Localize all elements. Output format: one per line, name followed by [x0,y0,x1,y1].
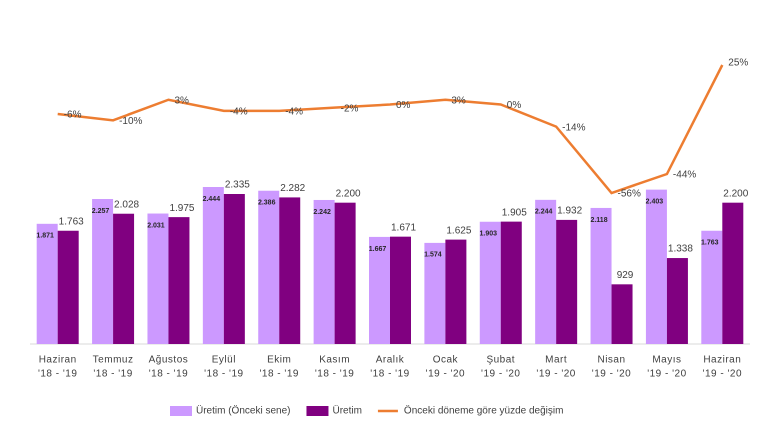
bar [390,236,411,344]
line-value-label: 25% [728,58,748,69]
bar [36,223,58,344]
bar [223,194,245,344]
bar-value-label: 2.200 [723,188,748,199]
bar [57,230,79,344]
bar [666,258,688,344]
bar-value-label: 1.975 [169,203,194,214]
x-tick-label: '18 - '19 [370,369,409,380]
bar-value-label: 1.667 [369,246,387,253]
x-tick-label: Nisan [597,355,625,366]
bar-value-label: 1.671 [391,222,416,233]
bar [147,213,169,344]
legend-label: Önceki döneme göre yüzde değişim [404,405,564,417]
bar-value-label: 1.763 [59,216,84,227]
x-tick-label: '19 - '20 [536,369,575,380]
bar-value-label: 1.905 [502,207,527,218]
x-tick-label: Kasım [319,355,350,366]
bar-value-label: 1.574 [424,252,442,259]
line-value-label: -2% [341,103,359,114]
bar-value-label: 1.625 [446,225,471,236]
bar-value-label: 2.335 [225,180,250,191]
x-tick-label: '18 - '19 [149,369,188,380]
x-tick-label: Aralık [376,355,405,366]
bar [611,284,633,344]
x-tick-label: '19 - '20 [592,369,631,380]
legend-swatch [306,406,329,416]
bar-value-label: 2.244 [535,209,553,216]
line-value-label: -56% [618,189,641,200]
bar-value-label: 2.118 [590,217,607,224]
bar-value-label: 2.257 [92,208,110,215]
bar [590,207,612,344]
line-value-label: -4% [285,106,303,117]
x-tick-label: '18 - '19 [315,369,354,380]
x-tick-label: Temmuz [93,355,134,366]
x-tick-label: '18 - '19 [93,369,132,380]
x-tick-label: '18 - '19 [260,369,299,380]
x-tick-label: '19 - '20 [481,369,520,380]
bar [279,197,301,344]
bar-value-label: 2.386 [258,200,276,207]
x-tick-label: '19 - '20 [426,369,465,380]
bar-value-label: 929 [617,270,634,281]
bar-value-label: 1.338 [668,244,693,255]
line-value-label: 0% [396,100,411,111]
line-value-label: -6% [64,110,82,121]
bar-value-label: 1.932 [557,206,582,217]
bar-value-label: 2.444 [203,196,221,203]
x-tick-label: Ağustos [149,355,189,366]
x-tick-label: '18 - '19 [204,369,243,380]
bar [556,219,578,344]
x-tick-label: Mart [545,355,567,366]
line-value-label: -14% [562,122,585,133]
bar-value-label: 2.282 [280,183,305,194]
x-tick-label: Haziran [703,355,741,366]
legend-label: Üretim [332,405,361,417]
x-tick-label: Ocak [433,355,459,366]
bar [500,221,522,344]
bar [645,189,667,344]
bar-value-label: 2.200 [336,188,361,199]
x-tick-label: Haziran [39,355,77,366]
bar-value-label: 2.028 [114,199,139,210]
x-tick-label: '19 - '20 [703,369,742,380]
bar-value-label: 1.871 [36,233,54,240]
x-tick-label: Ekim [267,355,291,366]
bar [258,190,280,344]
bar-value-label: 1.763 [701,240,719,247]
bar [334,202,356,344]
bar [168,217,190,344]
line-value-label: -4% [230,106,248,117]
bar-value-label: 2.403 [646,198,664,205]
bar-value-label: 2.031 [147,222,165,229]
bar [424,242,446,344]
x-tick-label: '19 - '20 [647,369,686,380]
bar [479,221,501,344]
line-value-label: 3% [174,95,189,106]
line-value-label: 0% [507,100,522,111]
legend-label: Üretim (Önceki sene) [196,405,290,417]
bar [92,199,114,344]
bar [313,199,335,344]
bar [701,230,723,344]
bar [113,213,135,344]
x-tick-label: '18 - '19 [38,369,77,380]
legend-swatch [170,406,192,416]
bar [535,199,557,344]
line-value-label: 3% [451,95,466,106]
line-value-label: -44% [673,170,696,181]
bar [202,187,224,344]
bar [369,236,390,344]
bar [445,239,467,344]
bar-value-label: 1.903 [480,231,498,238]
x-tick-label: Mayıs [652,355,681,366]
bar-value-label: 2.242 [313,209,331,216]
bar [722,202,744,344]
line-value-label: -10% [119,116,142,127]
x-tick-label: Eylül [212,355,236,366]
line [57,64,724,195]
x-tick-label: Şubat [486,355,515,366]
